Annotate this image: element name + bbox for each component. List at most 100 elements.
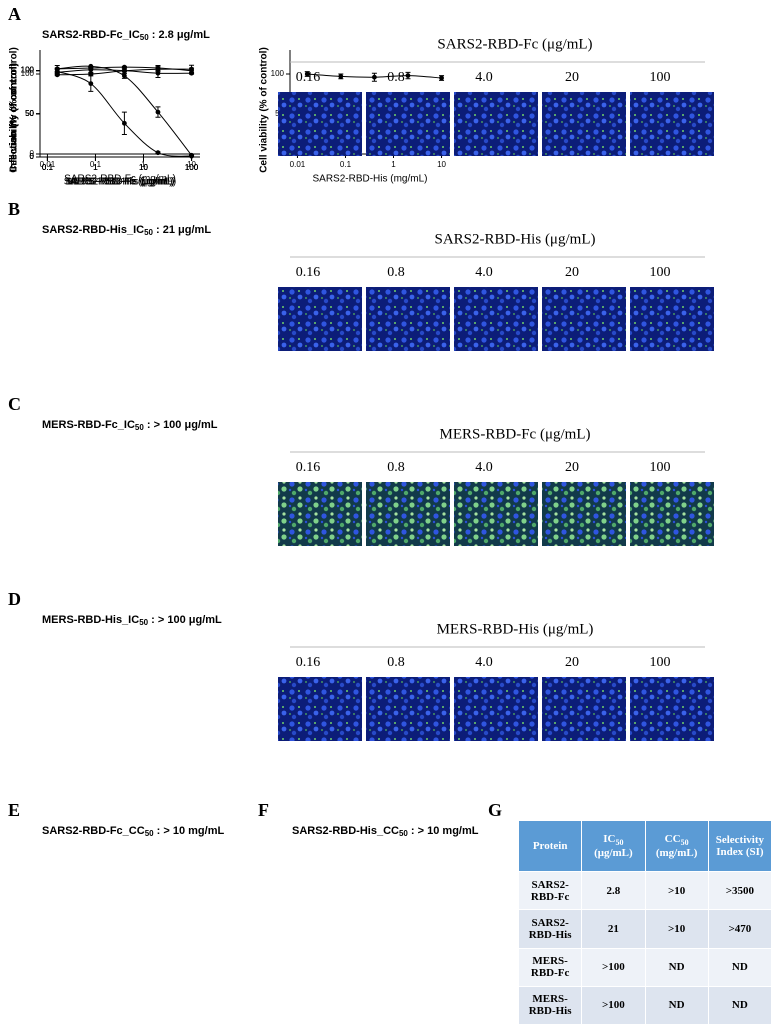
- microscopy-image: [630, 287, 714, 351]
- x-tick-label: 0.1: [42, 163, 54, 172]
- header-text: Selectivity Index (SI): [715, 834, 764, 858]
- x-tick-label: 0.01: [290, 160, 306, 169]
- x-tick-label: 0.01: [40, 160, 56, 169]
- x-tick-label: 0.1: [42, 163, 54, 172]
- title-text: SARS2-RBD-Fc_IC: [42, 29, 140, 41]
- title-text: MERS-RBD-Fc_IC: [42, 419, 135, 431]
- microscopy-image: [454, 287, 538, 351]
- title-text: : 2.8 μg/mL: [149, 29, 210, 41]
- header-text: Protein: [532, 840, 568, 852]
- concentration-label: 4.0: [475, 70, 493, 85]
- x-axis-label: SARS2-RBD-His (μg/mL): [64, 177, 176, 188]
- row-label: SARS2-RBD-Fc: [517, 870, 583, 911]
- x-tick-label: 1: [93, 163, 98, 172]
- concentration-label: 0.8: [387, 655, 405, 670]
- chart-title: SARS2-RBD-His_IC50 : 21 μg/mL: [42, 224, 211, 237]
- x-tick-label: 0.1: [340, 160, 352, 169]
- title-text: SARS2-RBD-His_CC: [292, 825, 399, 837]
- data-point: [155, 109, 161, 115]
- microscopy-image: [542, 677, 626, 741]
- microscopy-image: [366, 287, 450, 351]
- y-axis-label: Infection (% of control): [9, 63, 20, 172]
- data-point: [338, 74, 344, 79]
- concentration-label: 0.8: [387, 70, 405, 85]
- y-tick-label: 50: [25, 109, 34, 118]
- table-cell: ND: [644, 985, 709, 1026]
- microscopy-image: [454, 482, 538, 546]
- chart-title: SARS2-RBD-Fc_IC50 : 2.8 μg/mL: [42, 29, 210, 42]
- data-point: [54, 72, 60, 78]
- x-tick-label: 100: [185, 163, 199, 172]
- table-cell: ND: [707, 985, 773, 1026]
- y-tick-label: 0: [30, 152, 35, 161]
- data-point: [54, 66, 60, 72]
- y-tick-label: 0: [30, 152, 35, 161]
- concentration-label: 4.0: [475, 265, 493, 280]
- summary-table: Protein IC50 (μg/mL) CC50 (mg/mL) Selectivity…: [517, 820, 773, 1026]
- header-cell: Selectivity Index (SI): [707, 820, 773, 872]
- y-tick-label: 50: [25, 109, 34, 118]
- table-row: MERS-RBD-Fc >100 ND ND: [517, 947, 773, 987]
- title-text: : > 10 mg/mL: [408, 825, 479, 837]
- title-text: MERS-RBD-His_IC: [42, 614, 139, 626]
- table-cell: >10: [644, 909, 709, 949]
- y-tick-label: 0: [30, 152, 35, 161]
- header-subscript: 50: [680, 838, 689, 848]
- image-panel-title: MERS-RBD-His (μg/mL): [437, 621, 594, 637]
- x-tick-label: 100: [185, 163, 199, 172]
- table-cell: >3500: [707, 870, 773, 911]
- table-cell: 21: [581, 909, 646, 949]
- y-tick-label: 100: [271, 69, 285, 78]
- concentration-label: 4.0: [475, 460, 493, 475]
- chart-title: SARS2-RBD-His_CC50 : > 10 mg/mL: [292, 825, 479, 838]
- x-tick-label: 1: [93, 163, 98, 172]
- title-subscript: 50: [139, 618, 148, 627]
- panel-label: D: [8, 589, 21, 609]
- table-cell: ND: [707, 947, 773, 987]
- microscopy-image: [278, 287, 362, 351]
- concentration-label: 0.16: [296, 70, 321, 85]
- x-axis-label: SARS2-RBD-His (mg/mL): [312, 174, 427, 185]
- y-tick-label: 50: [25, 109, 34, 118]
- microscopy-image: [454, 92, 538, 156]
- header-text: CC: [664, 832, 681, 845]
- table-row: SARS2-RBD-Fc 2.8 >10 >3500: [517, 870, 773, 911]
- y-axis-label: Infection (% of control): [9, 63, 20, 172]
- microscopy-image: [630, 482, 714, 546]
- row-label: MERS-RBD-Fc: [517, 947, 583, 987]
- y-tick-label: 100: [21, 66, 35, 75]
- concentration-label: 0.16: [296, 460, 321, 475]
- concentration-label: 20: [565, 655, 579, 670]
- header-subscript: 50: [615, 838, 624, 848]
- microscopy-image: [278, 92, 362, 156]
- chart-title: MERS-RBD-His_IC50 : > 100 μg/mL: [42, 614, 222, 627]
- x-tick-label: 10: [139, 163, 148, 172]
- header-cell: Protein: [517, 820, 583, 872]
- panel-label: C: [8, 394, 21, 414]
- header-text: IC: [603, 832, 616, 845]
- x-tick-label: 10: [437, 160, 446, 169]
- data-point: [304, 71, 310, 77]
- microscopy-image: [454, 677, 538, 741]
- x-tick-label: 100: [185, 163, 199, 172]
- concentration-label: 0.16: [296, 265, 321, 280]
- microscopy-image: [278, 482, 362, 546]
- x-tick-label: 1: [141, 160, 146, 169]
- chart-title: SARS2-RBD-Fc_CC50 : > 10 mg/mL: [42, 825, 224, 838]
- table-row: SARS2-RBD-His 21 >10 >470: [517, 909, 773, 949]
- data-point: [88, 65, 94, 71]
- header-cell: CC50 (mg/mL): [644, 820, 709, 872]
- title-text: : > 100 μg/mL: [148, 614, 222, 626]
- fit-curve: [57, 65, 192, 156]
- title-text: : 21 μg/mL: [153, 224, 211, 236]
- header-unit: (μg/mL): [594, 847, 633, 860]
- y-axis-label: Cell viability (% of control): [9, 47, 20, 173]
- concentration-label: 100: [650, 655, 671, 670]
- table-cell: >470: [707, 909, 773, 949]
- microscopy-image: [542, 287, 626, 351]
- concentration-label: 100: [650, 460, 671, 475]
- data-point: [189, 66, 194, 72]
- concentration-label: 100: [650, 70, 671, 85]
- table-cell: >100: [581, 985, 646, 1026]
- header-cell: IC50 (μg/mL): [581, 820, 646, 872]
